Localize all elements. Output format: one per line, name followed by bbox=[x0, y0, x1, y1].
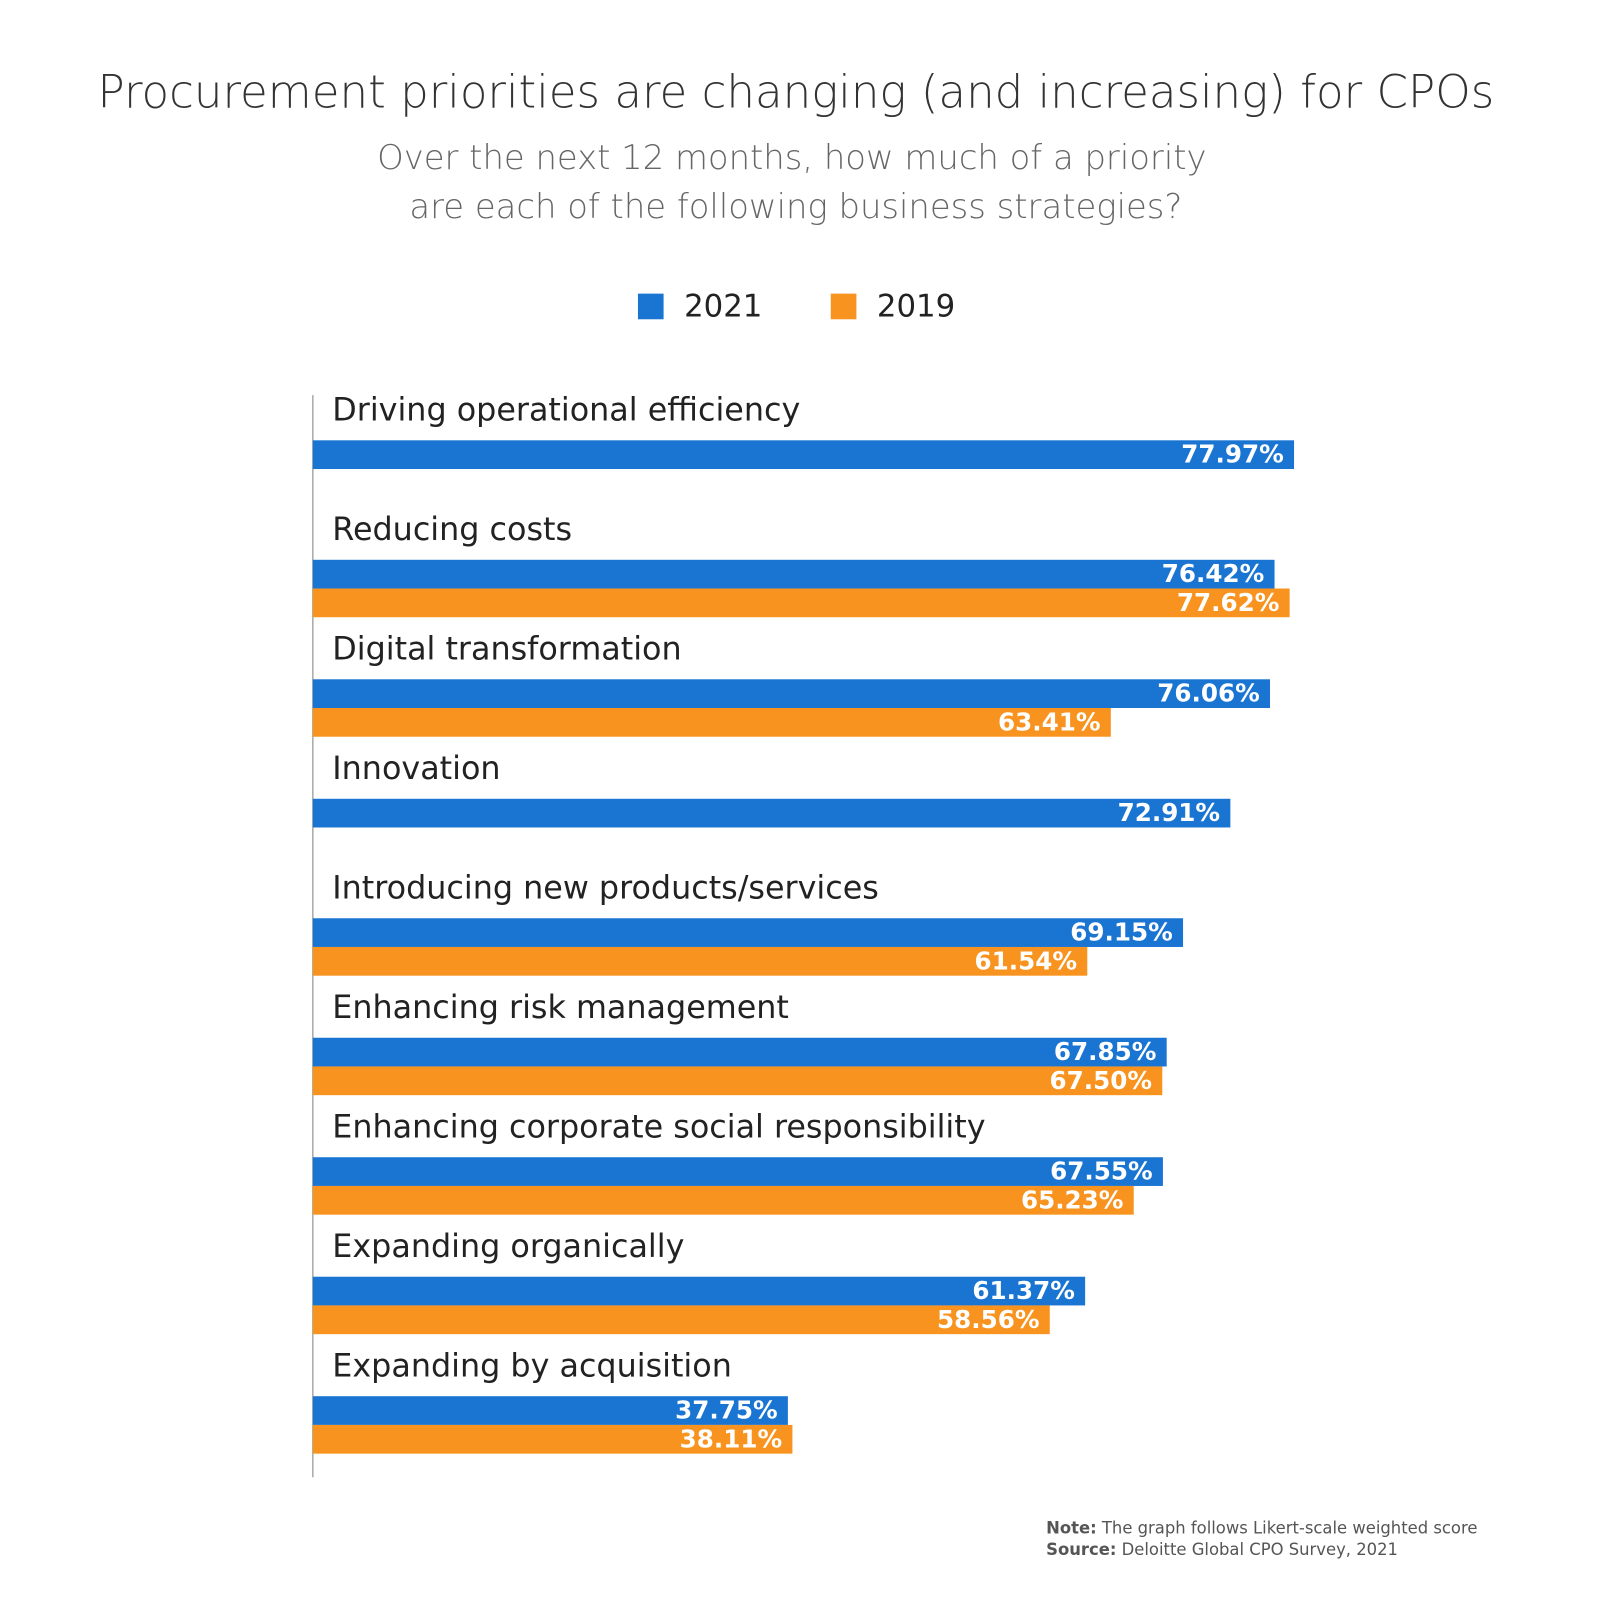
note-label: Note: bbox=[1046, 1518, 1097, 1537]
bar bbox=[312, 708, 1111, 737]
bar bbox=[312, 1424, 793, 1454]
bar bbox=[312, 1276, 1086, 1306]
value-label: 58.56% bbox=[937, 1305, 1040, 1334]
legend-label: 2021 bbox=[684, 289, 762, 325]
value-label: 65.23% bbox=[1021, 1185, 1123, 1214]
category-label: Innovation bbox=[332, 750, 500, 787]
legend-label: 2019 bbox=[877, 289, 955, 325]
value-label: 67.55% bbox=[1050, 1157, 1153, 1186]
bar bbox=[312, 588, 1290, 618]
value-label: 77.97% bbox=[1181, 440, 1284, 469]
value-label: 72.91% bbox=[1118, 798, 1221, 827]
note-text: The graph follows Likert-scale weighted … bbox=[1101, 1518, 1478, 1537]
legend-swatch bbox=[637, 293, 664, 320]
bar bbox=[312, 1185, 1134, 1215]
bar bbox=[312, 1037, 1167, 1067]
category-label: Driving operational efficiency bbox=[332, 392, 800, 429]
bar bbox=[312, 1157, 1163, 1186]
bar bbox=[312, 679, 1271, 708]
chart-subtitle: Over the next 12 months, how much of a p… bbox=[377, 138, 1206, 177]
value-label: 67.85% bbox=[1054, 1037, 1157, 1066]
bar bbox=[312, 1305, 1050, 1335]
value-label: 38.11% bbox=[680, 1424, 783, 1453]
bar bbox=[312, 440, 1295, 470]
value-label: 37.75% bbox=[675, 1396, 778, 1425]
value-label: 61.37% bbox=[972, 1276, 1075, 1305]
source: Source: Deloitte Global CPO Survey, 2021 bbox=[1046, 1540, 1398, 1559]
chart-subtitle: are each of the following business strat… bbox=[409, 187, 1182, 226]
category-label: Expanding organically bbox=[332, 1228, 684, 1265]
category-label: Digital transformation bbox=[332, 631, 681, 668]
value-label: 76.06% bbox=[1157, 679, 1260, 708]
legend-swatch bbox=[830, 293, 857, 320]
source-label: Source: bbox=[1046, 1540, 1116, 1559]
category-label: Reducing costs bbox=[332, 511, 572, 548]
source-text: Deloitte Global CPO Survey, 2021 bbox=[1122, 1540, 1398, 1559]
category-label: Enhancing corporate social responsibilit… bbox=[332, 1109, 985, 1146]
bar bbox=[312, 798, 1231, 828]
category-label: Expanding by acquisition bbox=[332, 1347, 732, 1384]
value-label: 76.42% bbox=[1162, 559, 1265, 588]
category-label: Enhancing risk management bbox=[332, 989, 789, 1026]
note: Note: The graph follows Likert-scale wei… bbox=[1046, 1518, 1477, 1537]
category-label: Introducing new products/services bbox=[332, 870, 879, 907]
bar bbox=[312, 918, 1184, 947]
value-label: 67.50% bbox=[1050, 1066, 1153, 1095]
value-label: 63.41% bbox=[998, 707, 1101, 736]
value-label: 77.62% bbox=[1177, 588, 1280, 617]
bar bbox=[312, 559, 1275, 589]
chart-title: Procurement priorities are changing (and… bbox=[98, 66, 1495, 119]
bar bbox=[312, 1396, 788, 1425]
bar bbox=[312, 1066, 1163, 1096]
value-label: 61.54% bbox=[975, 946, 1077, 975]
bar bbox=[312, 946, 1088, 976]
value-label: 69.15% bbox=[1070, 918, 1173, 947]
